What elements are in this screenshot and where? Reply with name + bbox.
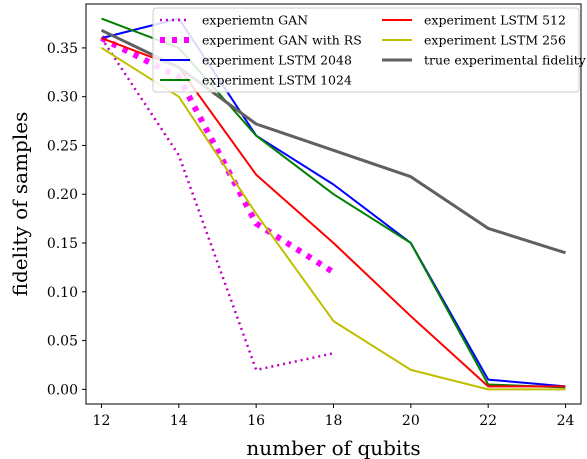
legend-label-3: experiment LSTM 2048	[202, 53, 352, 68]
y-tick-label: 0.00	[47, 382, 78, 398]
x-tick-label: 12	[93, 413, 111, 429]
legend-box	[152, 7, 580, 93]
series-line-6	[100, 47, 566, 391]
legend-label-5: experiment LSTM 512	[424, 13, 566, 28]
y-tick-label: 0.20	[47, 187, 78, 203]
legend-label-4: experiment LSTM 1024	[202, 73, 352, 88]
series-layer	[100, 17, 566, 391]
legend-label-1: experiemtn GAN	[202, 13, 308, 28]
y-tick-label: 0.15	[47, 236, 78, 252]
x-tick-label: 18	[325, 413, 343, 429]
legend-label-7: true experimental fidelity	[424, 53, 587, 68]
legend: experiemtn GAN experiment GAN with RS expe…	[152, 7, 587, 93]
x-axis-label: number of qubits	[246, 436, 420, 459]
y-tick-label: 0.30	[47, 90, 78, 106]
y-tick-label: 0.35	[47, 41, 78, 57]
ticks-layer: 12 14 16 18 20 22 24 0.00 0.05 0.10 0.15 0.20 0.25 0.…	[47, 41, 575, 429]
x-tick-label: 16	[247, 413, 265, 429]
legend-label-2: experiment GAN with RS	[202, 33, 362, 48]
x-tick-label: 14	[170, 413, 188, 429]
x-tick-label: 20	[402, 413, 420, 429]
series-line-1	[100, 37, 334, 372]
x-tick-label: 24	[557, 413, 575, 429]
x-tick-label: 22	[479, 413, 497, 429]
y-tick-label: 0.25	[47, 138, 78, 154]
legend-label-6: experiment LSTM 256	[424, 33, 566, 48]
y-axis-label: fidelity of samples	[8, 112, 32, 297]
plot-frame	[85, 3, 582, 405]
y-tick-label: 0.05	[47, 334, 78, 350]
series-line-2	[100, 35, 336, 275]
y-tick-label: 0.10	[47, 285, 78, 301]
